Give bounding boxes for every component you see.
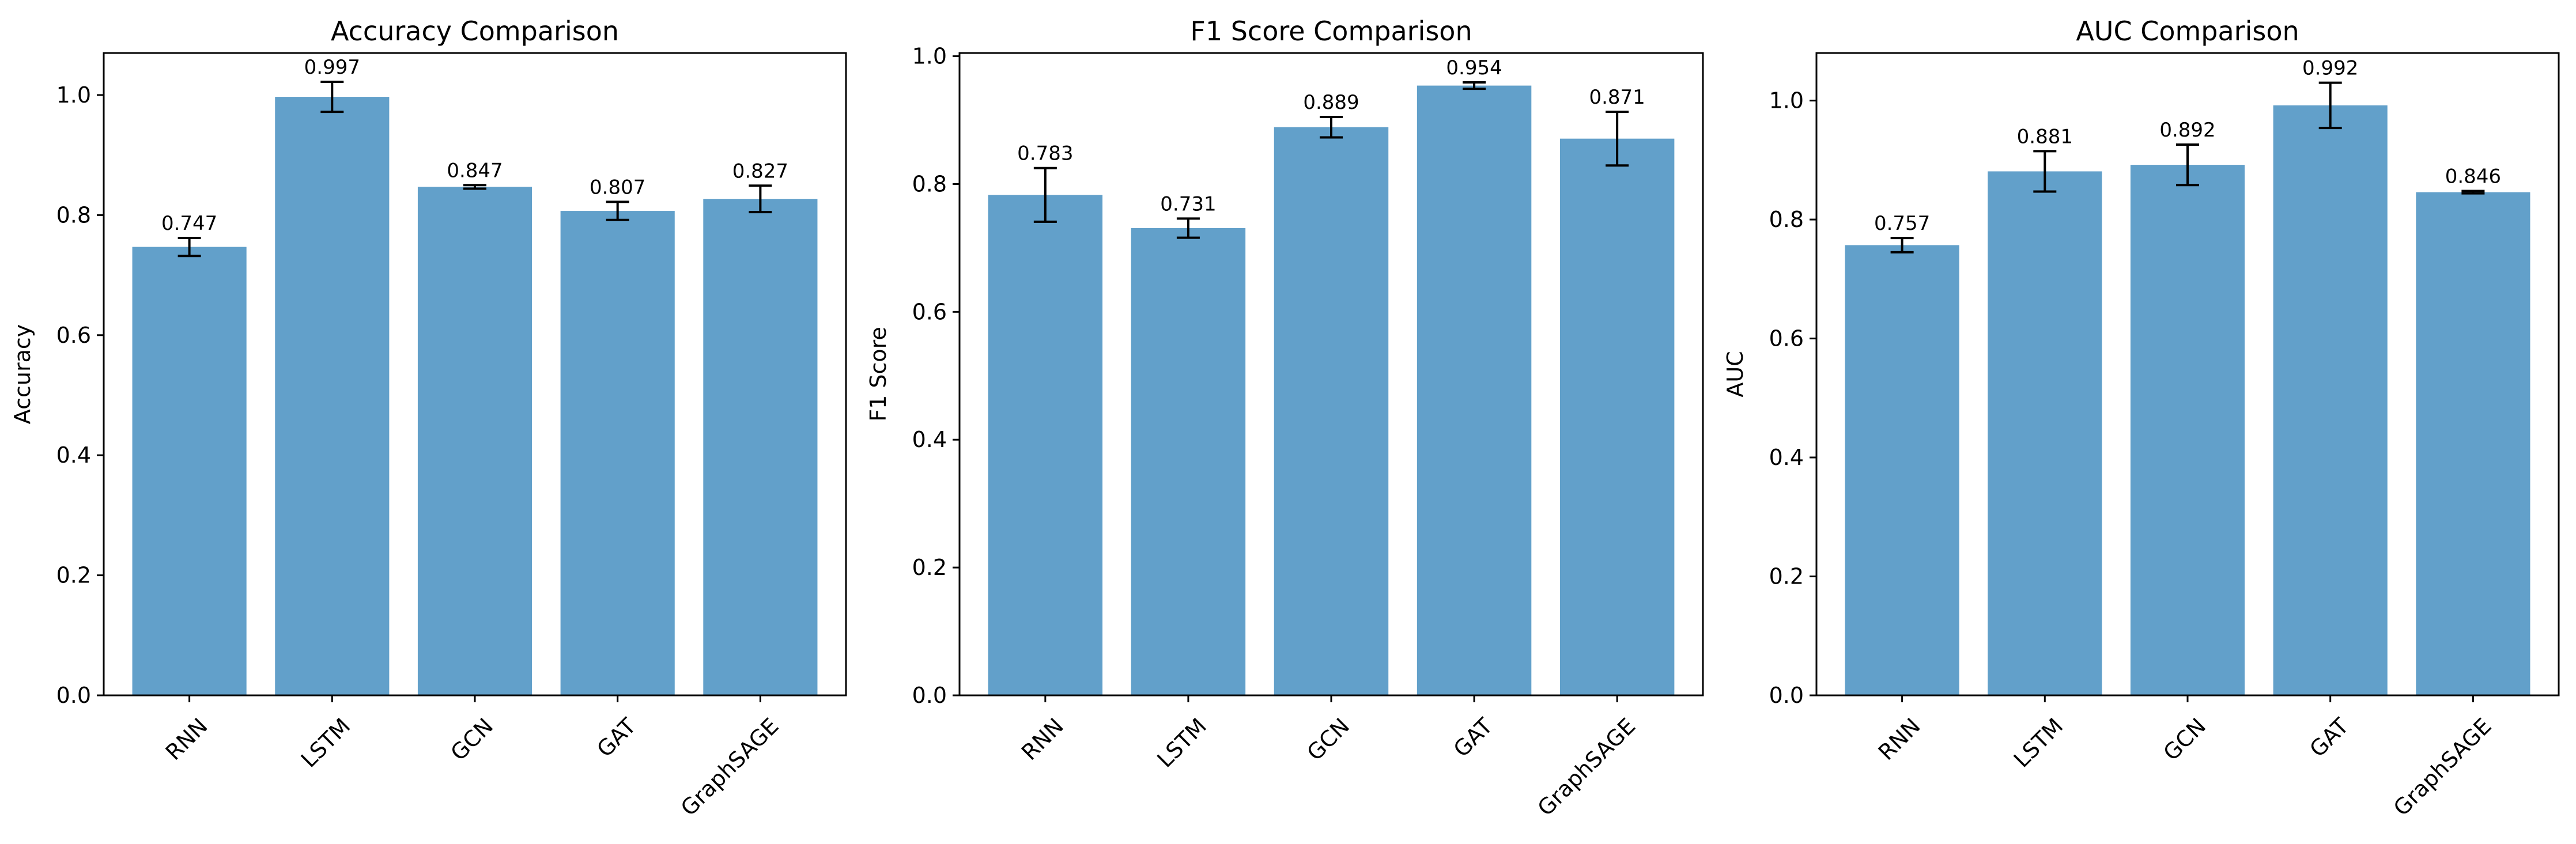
x-tick-label-graphsage: GraphSAGE (676, 713, 784, 821)
x-tick-label-lstm: LSTM (1152, 713, 1211, 773)
x-tick-label-gat: GAT (592, 713, 641, 762)
value-label-gat: 0.954 (1446, 56, 1502, 80)
y-tick-label: 0.2 (56, 563, 91, 588)
value-label-lstm: 0.881 (2017, 125, 2073, 148)
bar-lstm (275, 97, 390, 696)
x-tick-label-gat: GAT (1449, 713, 1498, 762)
y-axis-label: F1 Score (866, 327, 891, 422)
value-label-gcn: 0.889 (1303, 91, 1359, 114)
y-tick-label: 1.0 (1769, 88, 1804, 113)
y-axis-label: Accuracy (10, 324, 35, 425)
bar-graphsage (703, 199, 818, 696)
value-label-gat: 0.807 (590, 176, 645, 199)
x-tick-label-rnn: RNN (161, 713, 213, 765)
chart-panel-2: 0.783 0.731 0.889 0.954 0.871 0.0 0.2 0.4 0.6 0.8… (866, 16, 1704, 821)
y-tick-label: 0.2 (912, 555, 947, 580)
x-tick-label-gcn: GCN (1302, 713, 1354, 766)
bar-gat (560, 211, 675, 695)
bar-graphsage (1559, 138, 1675, 695)
y-tick-label: 0.8 (1769, 207, 1804, 232)
value-label-graphsage: 0.846 (2445, 165, 2501, 188)
y-tick-label: 0.2 (1769, 564, 1804, 589)
y-tick-label: 1.0 (56, 82, 91, 108)
error-bar-gcn (1320, 115, 1343, 139)
chart-title: Accuracy Comparison (331, 16, 619, 47)
error-bar-rnn (1033, 166, 1057, 223)
y-tick-label: 0.6 (1769, 326, 1804, 351)
chart-panel-1: 0.747 0.997 0.847 0.807 0.827 0.0 0.2 0.4 0.6 0.8… (10, 16, 847, 821)
error-bar-graphsage (2461, 190, 2485, 195)
error-bar-graphsage (749, 184, 772, 214)
y-tick-label: 0.0 (56, 683, 91, 708)
error-bar-gcn (2176, 143, 2199, 187)
value-label-rnn: 0.757 (1874, 212, 1930, 235)
value-label-lstm: 0.997 (304, 56, 360, 79)
y-tick-label: 0.0 (912, 683, 947, 708)
chart-panel-3: 0.757 0.881 0.892 0.992 0.846 0.0 0.2 0.4 0.6 0.8… (1723, 16, 2560, 821)
error-bar-gcn (463, 184, 486, 190)
value-label-gat: 0.992 (2302, 57, 2358, 80)
bar-rnn (1845, 245, 1959, 695)
value-label-lstm: 0.731 (1160, 192, 1216, 215)
value-label-graphsage: 0.871 (1589, 86, 1645, 109)
x-tick-label-lstm: LSTM (296, 713, 356, 773)
y-tick-label: 0.6 (912, 299, 947, 324)
x-tick-label-graphsage: GraphSAGE (1533, 713, 1641, 821)
error-bar-lstm (2033, 150, 2057, 193)
bar-gcn (2130, 165, 2245, 695)
y-tick-label: 1.0 (912, 44, 947, 69)
value-label-gcn: 0.847 (447, 159, 503, 182)
value-label-rnn: 0.747 (161, 212, 217, 235)
error-bar-rnn (1890, 237, 1914, 253)
error-bar-gat (606, 200, 629, 221)
x-tick-label-rnn: RNN (1874, 713, 1925, 765)
y-tick-label: 0.8 (912, 171, 947, 196)
x-tick-label-gcn: GCN (445, 713, 498, 766)
bar-rnn (132, 247, 247, 695)
x-tick-label-gcn: GCN (2158, 713, 2211, 766)
bar-gcn (1274, 127, 1389, 695)
error-bar-graphsage (1606, 111, 1629, 167)
x-tick-label-graphsage: GraphSAGE (2389, 713, 2496, 821)
y-tick-label: 0.4 (912, 427, 947, 452)
y-tick-label: 0.4 (56, 442, 91, 468)
bar-rnn (988, 195, 1103, 696)
y-tick-label: 0.6 (56, 323, 91, 348)
x-tick-label-rnn: RNN (1017, 713, 1068, 765)
value-label-gcn: 0.892 (2159, 119, 2215, 142)
y-tick-label: 0.0 (1769, 683, 1804, 708)
value-label-rnn: 0.783 (1017, 142, 1073, 165)
value-label-graphsage: 0.827 (732, 160, 788, 183)
chart-title: AUC Comparison (2076, 16, 2299, 47)
x-tick-label-gat: GAT (2305, 713, 2354, 762)
y-tick-label: 0.8 (56, 202, 91, 228)
error-bar-lstm (1176, 217, 1200, 239)
error-bar-gat (2318, 81, 2342, 130)
bar-graphsage (2416, 192, 2530, 695)
y-tick-label: 0.4 (1769, 445, 1804, 470)
error-bar-gat (1463, 81, 1486, 90)
bar-lstm (1131, 228, 1246, 695)
bar-gat (1417, 85, 1532, 696)
x-tick-label-lstm: LSTM (2009, 713, 2068, 773)
error-bar-rnn (177, 236, 201, 258)
bar-lstm (1988, 171, 2102, 695)
bar-gat (2273, 105, 2388, 696)
chart-title: F1 Score Comparison (1190, 16, 1472, 47)
y-axis-label: AUC (1723, 351, 1748, 397)
bar-gcn (417, 187, 532, 695)
error-bar-lstm (320, 81, 344, 113)
